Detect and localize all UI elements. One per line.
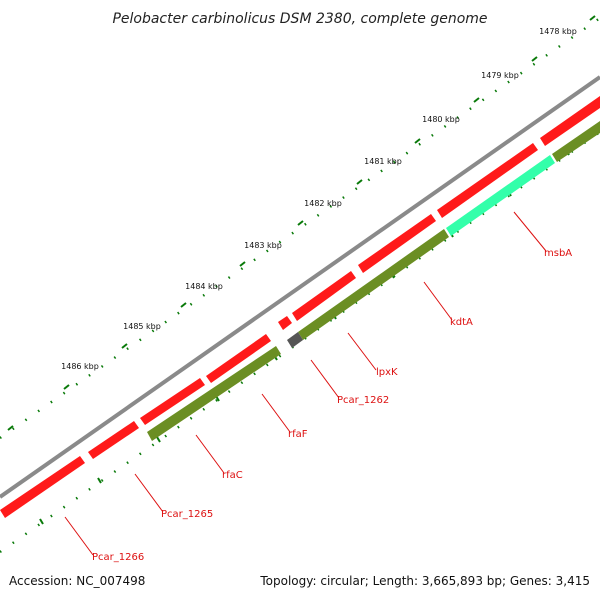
cds-arrow[interactable] bbox=[206, 334, 271, 383]
gene-labels: msbA kdtA lpxK Pcar_1262 rfaF rfaC Pcar_… bbox=[92, 248, 572, 563]
tick-label: 1486 kbp bbox=[61, 362, 99, 371]
gene-leader-lines bbox=[64, 211, 547, 556]
feature-bar[interactable] bbox=[446, 155, 555, 236]
leader-line bbox=[423, 281, 453, 321]
accession-text: Accession: NC_007498 bbox=[9, 574, 146, 588]
major-tick bbox=[239, 261, 246, 267]
major-ticks-outer bbox=[7, 15, 596, 431]
major-tick bbox=[63, 384, 70, 390]
cds-arrow[interactable] bbox=[292, 271, 356, 321]
gene-label[interactable]: rfaC bbox=[222, 470, 243, 481]
genome-backbone bbox=[0, 75, 600, 499]
cds-arrow[interactable] bbox=[88, 421, 139, 459]
major-tick bbox=[156, 436, 161, 443]
leader-line bbox=[513, 211, 547, 252]
tick-labels: 1478 kbp 1479 kbp 1480 kbp 1481 kbp 1482… bbox=[61, 27, 577, 371]
major-tick bbox=[473, 97, 480, 103]
leader-line bbox=[310, 359, 340, 399]
major-tick bbox=[39, 518, 44, 525]
gene-label[interactable]: msbA bbox=[544, 248, 572, 259]
gene-label[interactable]: Pcar_1265 bbox=[161, 509, 213, 520]
feature-bar[interactable] bbox=[552, 121, 600, 162]
leader-line bbox=[261, 393, 291, 433]
cds-track bbox=[0, 96, 600, 518]
major-tick bbox=[531, 56, 538, 62]
cds-arrow[interactable] bbox=[540, 96, 600, 146]
major-tick bbox=[180, 302, 187, 308]
feature-bar[interactable] bbox=[147, 346, 281, 441]
major-tick bbox=[297, 220, 304, 226]
gene-label[interactable]: kdtA bbox=[450, 317, 473, 328]
major-tick bbox=[121, 343, 128, 349]
feature-bar[interactable] bbox=[298, 229, 449, 340]
major-tick bbox=[414, 138, 421, 144]
gene-label[interactable]: Pcar_1262 bbox=[337, 395, 389, 406]
tick-label: 1483 kbp bbox=[244, 241, 282, 250]
genome-summary-text: Topology: circular; Length: 3,665,893 bp… bbox=[260, 574, 590, 588]
major-tick bbox=[7, 425, 14, 431]
leader-line bbox=[347, 332, 377, 371]
map-title: Pelobacter carbinolicus DSM 2380, comple… bbox=[112, 11, 487, 27]
cds-arrow[interactable] bbox=[437, 143, 538, 218]
cds-arrow[interactable] bbox=[278, 316, 292, 330]
cds-arrow[interactable] bbox=[358, 214, 436, 273]
gene-label[interactable]: Pcar_1266 bbox=[92, 552, 144, 563]
leader-line bbox=[134, 473, 164, 513]
tick-label: 1479 kbp bbox=[481, 71, 519, 80]
major-tick bbox=[97, 477, 102, 484]
feature-bar[interactable] bbox=[287, 332, 303, 348]
tick-label: 1481 kbp bbox=[364, 157, 402, 166]
tick-label: 1480 kbp bbox=[422, 115, 460, 124]
tick-label: 1485 kbp bbox=[123, 322, 161, 331]
tick-label: 1478 kbp bbox=[539, 27, 577, 36]
gene-label[interactable]: lpxK bbox=[376, 367, 398, 378]
leader-line bbox=[195, 434, 225, 474]
tick-label: 1484 kbp bbox=[185, 282, 223, 291]
major-tick bbox=[589, 15, 596, 21]
cds-arrow[interactable] bbox=[0, 456, 85, 518]
gene-label[interactable]: rfaF bbox=[288, 429, 308, 440]
cds-arrow[interactable] bbox=[140, 378, 205, 425]
outer-scale-track bbox=[0, 16, 600, 440]
tick-label: 1482 kbp bbox=[304, 199, 342, 208]
feature-track bbox=[147, 121, 600, 441]
major-tick bbox=[356, 179, 363, 185]
leader-line bbox=[64, 516, 94, 556]
